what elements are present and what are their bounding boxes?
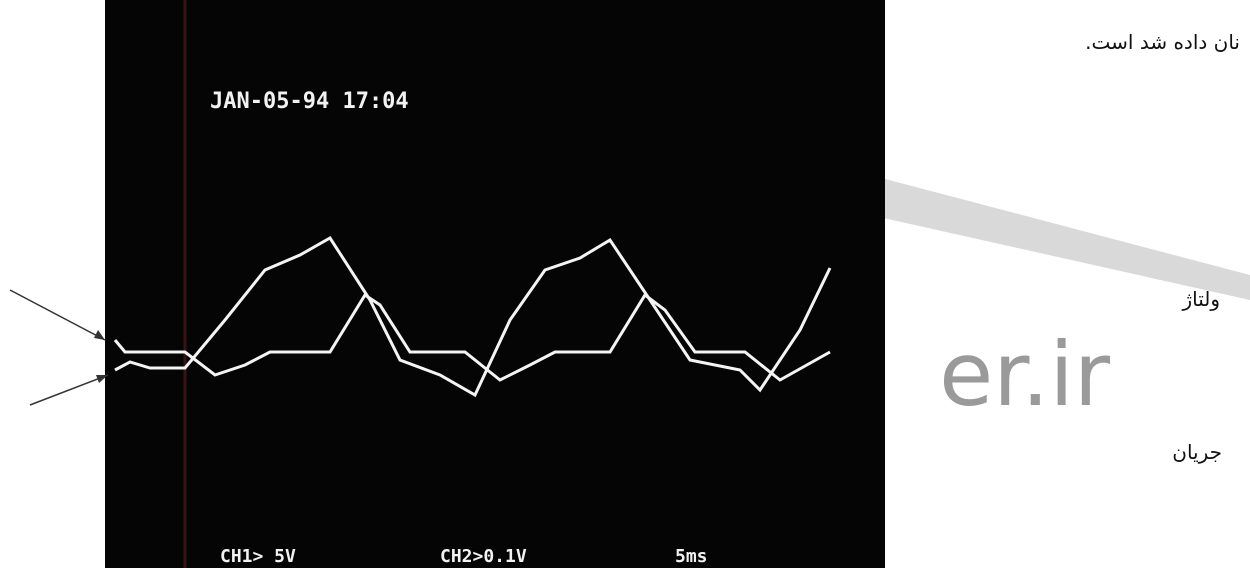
ch1-scale: CH1> 5V	[220, 546, 296, 567]
watermark: er.ir	[939, 323, 1111, 426]
watermark-band	[870, 175, 1250, 300]
arrow	[29, 374, 109, 406]
arrow	[9, 289, 106, 341]
arrow-head	[96, 375, 108, 383]
caption: نان داده شد است.	[1085, 30, 1240, 54]
current-label: جریان	[1172, 440, 1222, 464]
voltage-label: ولتاژ	[1182, 287, 1220, 311]
oscilloscope-screen	[105, 0, 885, 568]
timestamp: JAN-05-94 17:04	[210, 89, 409, 114]
arrow-head	[94, 330, 105, 340]
timebase: 5ms	[675, 546, 708, 567]
voltage-trace	[113, 292, 831, 382]
ch2-scale: CH2>0.1V	[440, 546, 527, 567]
current-trace	[114, 235, 832, 398]
